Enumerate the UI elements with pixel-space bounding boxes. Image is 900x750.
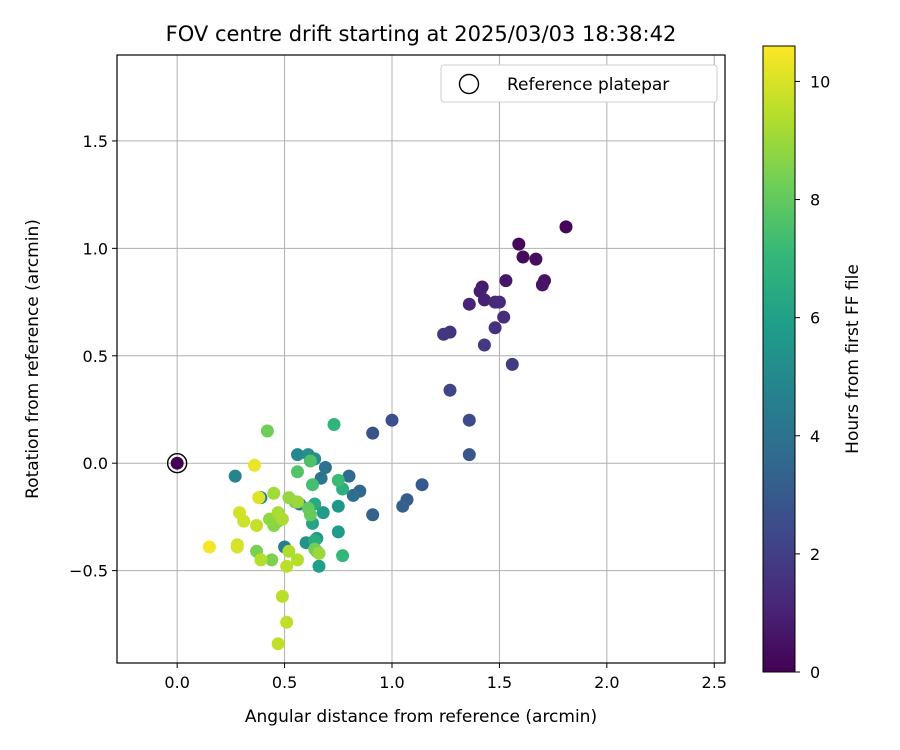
- data-point-87: [202, 540, 216, 554]
- data-point-43: [331, 525, 345, 539]
- data-point-53: [331, 473, 345, 487]
- data-point-45: [312, 559, 326, 573]
- x-tick-label-5: 2.5: [702, 673, 727, 692]
- data-point-60: [260, 424, 274, 438]
- data-points: [202, 220, 573, 651]
- data-point-72: [275, 512, 289, 526]
- colorbar-tick-label-2: 4: [810, 427, 820, 446]
- x-axis-label: Angular distance from reference (arcmin): [245, 707, 597, 727]
- y-tick-label-4: 1.5: [83, 132, 108, 151]
- colorbar-tick-label-3: 6: [810, 309, 820, 328]
- data-point-44: [316, 506, 330, 520]
- data-point-14: [488, 321, 502, 335]
- data-point-75: [291, 553, 304, 567]
- data-point-42: [331, 499, 345, 513]
- data-point-16: [437, 327, 451, 341]
- data-point-13: [497, 310, 511, 324]
- colorbar-tick-label-5: 10: [810, 72, 830, 91]
- data-point-78: [280, 615, 294, 629]
- data-point-54: [306, 478, 319, 492]
- data-point-63: [265, 553, 279, 567]
- data-point-29: [342, 469, 356, 483]
- data-point-17: [477, 338, 491, 352]
- legend-marker-reference: [458, 73, 480, 95]
- x-tick-label-0: 0.0: [164, 673, 189, 692]
- data-point-76: [280, 559, 294, 573]
- data-point-51: [327, 418, 341, 431]
- data-point-37: [291, 448, 304, 462]
- data-point-36: [228, 469, 242, 483]
- x-tick-label-3: 1.5: [487, 673, 512, 692]
- data-point-27: [366, 508, 380, 522]
- plot-frame: [116, 54, 726, 664]
- data-point-24: [415, 478, 429, 492]
- data-point-18: [505, 357, 519, 371]
- data-point-85: [252, 491, 266, 505]
- colorbar-tick-label-0: 0: [810, 663, 820, 682]
- data-point-26: [396, 499, 410, 513]
- reference-point-fill: [170, 456, 184, 470]
- y-tick-label-3: 1.0: [83, 239, 108, 258]
- chart-title: FOV centre drift starting at 2025/03/03 …: [166, 22, 677, 46]
- grid: [117, 55, 725, 663]
- y-tick-label-1: 0.0: [83, 454, 108, 473]
- data-point-73: [282, 544, 296, 558]
- data-point-19: [443, 383, 457, 397]
- data-point-52: [336, 549, 350, 563]
- data-point-69: [312, 546, 326, 560]
- data-point-83: [233, 506, 246, 520]
- data-point-0: [559, 220, 573, 234]
- data-point-86: [248, 458, 261, 472]
- legend-label-reference: Reference platepar: [507, 75, 669, 95]
- x-tick-label-2: 1.0: [379, 673, 404, 692]
- y-tick-label-0: −0.5: [69, 562, 108, 581]
- colorbar: [762, 45, 796, 673]
- data-point-6: [499, 274, 513, 288]
- data-point-70: [267, 486, 281, 500]
- colorbar-tick-label-1: 2: [810, 545, 820, 564]
- data-point-22: [366, 426, 380, 440]
- data-point-55: [303, 454, 317, 468]
- data-point-31: [318, 461, 332, 474]
- data-point-3: [529, 252, 543, 266]
- data-point-21: [385, 413, 399, 427]
- data-point-20: [462, 413, 476, 427]
- data-point-59: [303, 508, 317, 522]
- data-point-9: [477, 293, 491, 307]
- data-point-77: [275, 589, 289, 603]
- data-point-12: [492, 295, 506, 309]
- data-point-84: [230, 540, 244, 554]
- colorbar-label: Hours from first FF file: [843, 264, 863, 454]
- reference-marker: [166, 452, 188, 474]
- legend: Reference platepar: [440, 64, 718, 103]
- y-tick-label-2: 0.5: [83, 347, 108, 366]
- data-point-30: [346, 488, 360, 502]
- data-point-79: [271, 637, 285, 651]
- axis-ticks: 0.0 0.5 1.0 1.5 2.0 2.5 −0.5 0.0 0.5 1.0 1.5: [69, 132, 727, 692]
- y-axis-label: Rotation from reference (arcmin): [23, 219, 43, 499]
- data-point-2: [516, 250, 530, 264]
- x-tick-label-1: 0.5: [272, 673, 297, 692]
- data-point-5: [535, 278, 549, 292]
- x-tick-label-4: 2.0: [594, 673, 619, 692]
- data-point-74: [254, 553, 268, 567]
- colorbar-tick-label-4: 8: [810, 191, 820, 210]
- data-point-68: [291, 495, 304, 509]
- data-point-56: [291, 465, 304, 479]
- data-point-80: [250, 519, 264, 532]
- colorbar-ticks: 0 2 4 6 8 10: [795, 72, 830, 682]
- reference-point-ring: [166, 452, 188, 474]
- legend-box: [440, 64, 718, 103]
- data-point-10: [462, 297, 476, 311]
- data-point-23: [462, 448, 476, 462]
- data-point-1: [512, 237, 526, 251]
